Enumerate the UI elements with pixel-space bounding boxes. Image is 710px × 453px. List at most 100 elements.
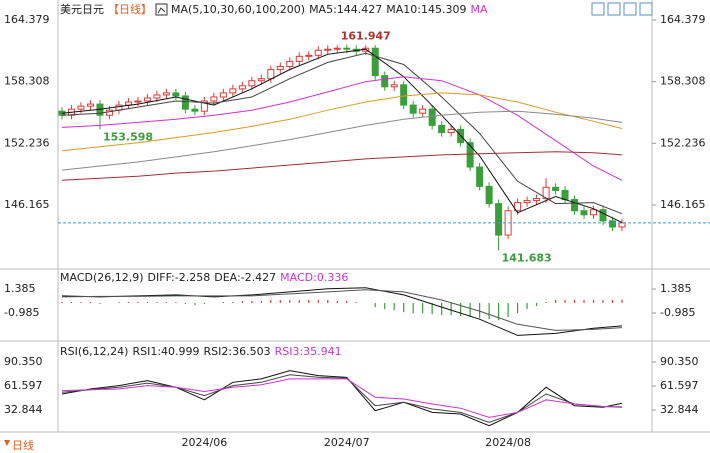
- candle-body: [523, 200, 531, 204]
- macd-bar: [355, 301, 357, 304]
- candle-body: [257, 78, 265, 82]
- macd-bar: [611, 299, 614, 304]
- indicator-label: MACD:0.336: [280, 271, 348, 284]
- candle-body: [618, 222, 626, 228]
- macd-bar: [441, 303, 443, 316]
- macd-bar: [80, 301, 82, 304]
- price-annotation: 161.947: [341, 30, 391, 43]
- candle-body: [381, 75, 389, 88]
- candle-body: [105, 109, 113, 116]
- macd-bar: [516, 303, 519, 314]
- indicator-label: RSI(6,12,24): [60, 345, 128, 358]
- macd-bar: [317, 299, 319, 304]
- y-tick-label: 32.844: [4, 403, 43, 416]
- candle-body: [162, 92, 170, 96]
- macd-bar: [118, 301, 120, 304]
- macd-bar: [137, 301, 139, 304]
- toolbar[interactable]: [591, 2, 653, 16]
- macd-bar: [270, 299, 272, 304]
- price-annotation: 141.683: [502, 252, 552, 265]
- indicator-label: 【日线】: [108, 2, 152, 16]
- macd-bar: [308, 299, 310, 304]
- indicator-label: MA5:144.427: [309, 3, 382, 16]
- macd-bar: [260, 300, 262, 304]
- toolbar-button[interactable]: [639, 2, 653, 16]
- candle-body: [343, 47, 351, 50]
- y-tick-label: 146.165: [660, 198, 706, 211]
- y-tick-label: 152.236: [660, 136, 706, 149]
- indicator-label: DIFF:-2.258: [148, 271, 211, 284]
- macd-bar: [203, 303, 205, 305]
- macd-bar: [184, 303, 186, 305]
- indicator-label: DEA:-2.427: [214, 271, 276, 284]
- macd-bar: [431, 303, 433, 315]
- candle-body: [400, 84, 408, 106]
- macd-bar: [602, 299, 604, 304]
- candle-body: [314, 49, 322, 56]
- macd-bar: [289, 299, 291, 304]
- macd-bar: [621, 299, 623, 304]
- y-tick-label: -0.985: [4, 306, 39, 319]
- candle-body: [580, 210, 588, 216]
- candle-body: [447, 128, 455, 134]
- toolbar-button[interactable]: [591, 2, 605, 16]
- candle-body: [143, 97, 151, 102]
- candle-body: [134, 100, 142, 103]
- y-tick-label: 152.236: [4, 136, 50, 149]
- macd-bar: [99, 303, 101, 305]
- candle-body: [229, 88, 237, 94]
- indicator-line: [61, 378, 623, 418]
- candle-body: [609, 220, 617, 228]
- macd-bar: [554, 299, 557, 304]
- toolbar-button[interactable]: [623, 2, 637, 16]
- candle-body: [333, 47, 341, 50]
- toolbar-button[interactable]: [607, 2, 621, 16]
- candle-body: [495, 203, 503, 236]
- x-tick-label: 2024/07: [324, 436, 370, 449]
- macd-bar: [535, 303, 538, 307]
- candle-body: [514, 202, 522, 212]
- indicator-label: RSI3:35.941: [275, 345, 342, 358]
- macd-bar: [393, 303, 395, 311]
- macd-bar: [422, 303, 424, 314]
- candle-body: [172, 92, 180, 97]
- indicator-line: [61, 370, 623, 427]
- candle-body: [295, 55, 303, 62]
- macd-bar: [488, 303, 490, 320]
- y-tick-label: 61.597: [660, 379, 699, 392]
- macd-bar: [327, 299, 329, 304]
- macd-bar: [127, 301, 130, 304]
- indicator-line: [61, 151, 623, 181]
- macd-bar: [165, 301, 168, 304]
- candle-body: [428, 108, 436, 126]
- candle-body: [324, 48, 332, 51]
- macd-bar: [450, 303, 452, 316]
- y-tick-label: 158.308: [660, 75, 706, 88]
- period-icon[interactable]: [4, 440, 10, 446]
- indicator-line: [61, 374, 623, 423]
- candle-body: [419, 108, 427, 114]
- candle-body: [485, 185, 493, 205]
- candle-body: [371, 47, 379, 77]
- candle-body: [561, 189, 569, 201]
- macd-bar: [194, 303, 196, 306]
- y-tick-label: 32.844: [660, 403, 699, 416]
- indicator-icon: [155, 3, 168, 16]
- macd-bar: [498, 303, 500, 321]
- candle-body: [238, 85, 246, 90]
- macd-bar: [251, 300, 253, 304]
- indicator-label: MA(5,10,30,60,100,200): [171, 3, 305, 16]
- macd-bar: [222, 301, 224, 304]
- indicator-label: RSI1:40.999: [132, 345, 199, 358]
- period-label[interactable]: 日线: [12, 438, 34, 452]
- candle-body: [267, 69, 275, 80]
- macd-bar: [146, 301, 149, 304]
- indicator-icon: [157, 7, 166, 14]
- candle-body: [409, 104, 417, 114]
- indicator-line: [61, 289, 623, 331]
- macd-bar: [156, 301, 158, 304]
- candle-body: [276, 66, 284, 71]
- candle-body: [181, 95, 189, 110]
- macd-bar: [460, 303, 462, 317]
